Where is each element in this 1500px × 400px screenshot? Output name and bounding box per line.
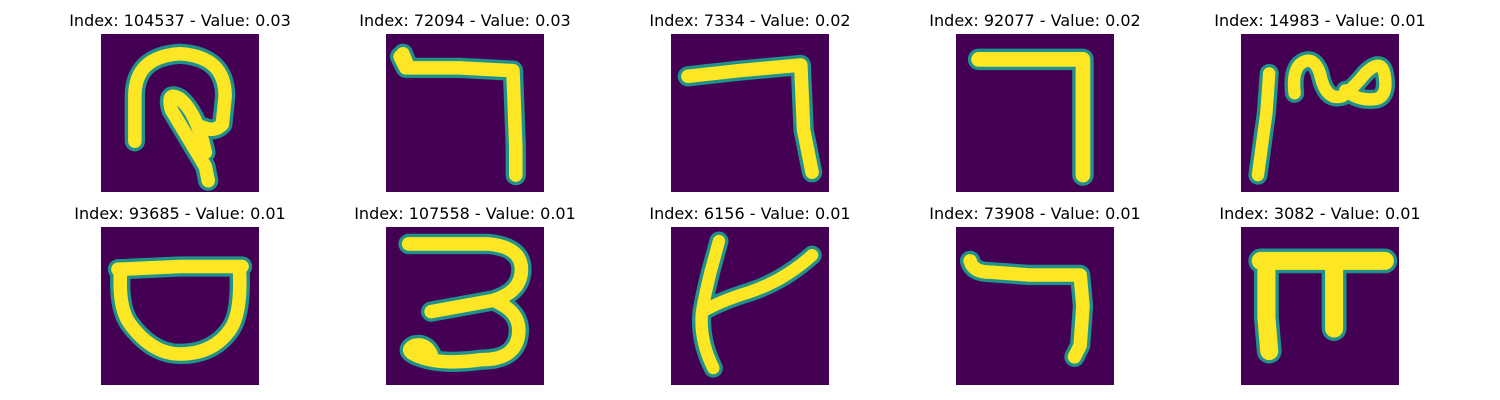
panel-title: Index: 104537 - Value: 0.03 xyxy=(69,11,291,30)
resh-stroke-icon xyxy=(386,34,544,192)
panel-9: Index: 73908 - Value: 0.01 xyxy=(905,205,1165,385)
panel-title: Index: 107558 - Value: 0.01 xyxy=(354,204,576,223)
panel-10: Index: 3082 - Value: 0.01 xyxy=(1190,205,1450,385)
panel-title: Index: 14983 - Value: 0.01 xyxy=(1214,11,1426,30)
bowl-stroke-icon xyxy=(101,227,259,385)
angle-stroke-icon xyxy=(956,34,1114,192)
panel-title: Index: 72094 - Value: 0.03 xyxy=(359,11,571,30)
panel-4: Index: 92077 - Value: 0.02 xyxy=(905,12,1165,192)
panel-6: Index: 93685 - Value: 0.01 xyxy=(50,205,310,385)
panel-5: Index: 14983 - Value: 0.01 xyxy=(1190,12,1450,192)
panel-title: Index: 92077 - Value: 0.02 xyxy=(929,11,1141,30)
hook-loop-icon xyxy=(101,34,259,192)
panel-8: Index: 6156 - Value: 0.01 xyxy=(620,205,880,385)
pi-stroke-icon xyxy=(1241,227,1399,385)
angle-stroke-icon xyxy=(671,34,829,192)
panel-7: Index: 107558 - Value: 0.01 xyxy=(335,205,595,385)
short-angle-stroke-icon xyxy=(956,227,1114,385)
wave-stroke-icon xyxy=(1241,34,1399,192)
panel-title: Index: 93685 - Value: 0.01 xyxy=(74,204,286,223)
three-stroke-icon xyxy=(386,227,544,385)
panel-title: Index: 6156 - Value: 0.01 xyxy=(649,204,851,223)
branch-stroke-icon xyxy=(671,227,829,385)
panel-title: Index: 3082 - Value: 0.01 xyxy=(1219,204,1421,223)
panel-2: Index: 72094 - Value: 0.03 xyxy=(335,12,595,192)
panel-title: Index: 73908 - Value: 0.01 xyxy=(929,204,1141,223)
panel-1: Index: 104537 - Value: 0.03 xyxy=(50,12,310,192)
panel-3: Index: 7334 - Value: 0.02 xyxy=(620,12,880,192)
panel-title: Index: 7334 - Value: 0.02 xyxy=(649,11,851,30)
